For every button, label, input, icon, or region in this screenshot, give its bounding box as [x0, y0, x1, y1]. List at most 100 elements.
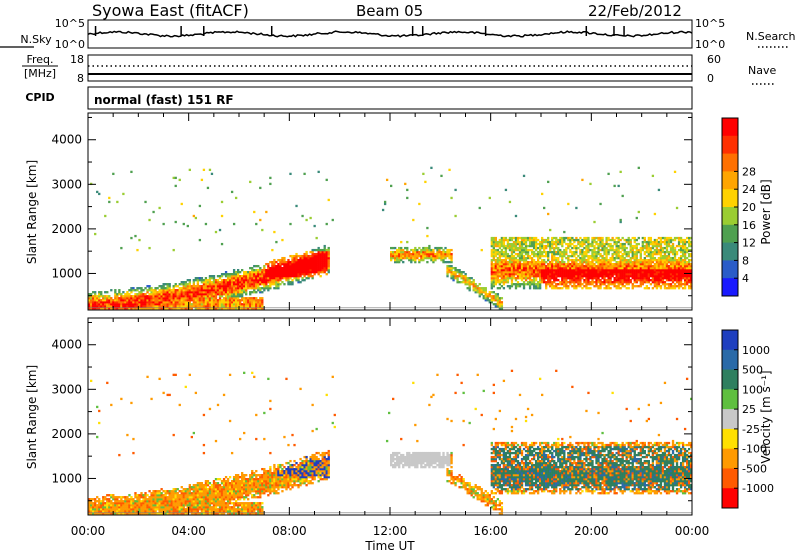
range-cell — [532, 283, 536, 286]
range-cell — [655, 258, 659, 262]
range-cell — [669, 277, 673, 280]
range-cell — [196, 486, 200, 489]
range-cell — [174, 498, 177, 501]
range-cell — [220, 283, 224, 286]
range-cell — [232, 301, 236, 304]
range-cell — [206, 293, 210, 296]
range-cell — [309, 260, 312, 264]
range-cell — [565, 262, 568, 266]
range-cell — [142, 506, 145, 509]
range-cell — [663, 254, 667, 258]
range-cell — [555, 262, 558, 266]
range-cell — [506, 277, 510, 280]
range-cell — [251, 275, 254, 278]
range-cell — [160, 510, 163, 513]
range-cell — [669, 271, 673, 274]
range-cell — [557, 264, 560, 268]
range-cell — [390, 250, 393, 254]
range-cell — [591, 264, 594, 268]
range-cell — [597, 242, 600, 246]
range-cell — [265, 283, 268, 286]
range-cell — [269, 275, 272, 278]
range-cell — [241, 279, 244, 282]
range-cell — [440, 246, 443, 250]
range-cell — [589, 244, 592, 248]
range-cell — [603, 256, 606, 260]
range-cell — [116, 307, 119, 310]
range-cell — [188, 299, 191, 302]
range-cell — [319, 256, 322, 260]
range-cell — [581, 242, 584, 246]
range-cell — [591, 242, 594, 246]
range-cell — [494, 303, 497, 306]
range-cell — [581, 269, 584, 272]
range-cell — [279, 258, 282, 262]
range-cell — [118, 453, 121, 457]
range-cell — [208, 407, 212, 411]
range-cell — [522, 277, 526, 280]
range-cell — [549, 248, 552, 252]
range-cell — [617, 236, 620, 240]
range-cell — [134, 502, 137, 505]
range-cell — [174, 492, 177, 495]
range-cell — [154, 502, 157, 505]
range-cell — [230, 299, 234, 302]
range-cell — [245, 275, 248, 278]
range-cell — [420, 256, 423, 260]
range-cell — [158, 502, 161, 505]
range-cell — [679, 271, 683, 274]
range-cell — [667, 254, 671, 258]
range-cell — [659, 285, 663, 288]
range-cell — [245, 271, 248, 274]
range-cell — [188, 486, 191, 489]
range-cell — [146, 510, 149, 513]
range-cell — [383, 200, 387, 204]
range-cell — [269, 281, 272, 284]
range-cell — [214, 297, 218, 300]
range-cell — [202, 508, 206, 511]
range-cell — [675, 252, 679, 256]
range-cell — [154, 295, 157, 298]
range-cell — [613, 256, 616, 260]
range-cell — [180, 490, 183, 493]
range-cell — [104, 214, 107, 218]
range-cell — [649, 246, 653, 250]
range-cell — [245, 287, 248, 290]
range-cell — [164, 291, 167, 294]
range-cell — [261, 277, 264, 280]
range-cell — [142, 500, 145, 503]
range-cell — [571, 236, 574, 240]
range-cell — [635, 256, 638, 260]
range-cell — [198, 498, 202, 501]
range-cell — [90, 502, 93, 505]
range-cell — [671, 285, 675, 288]
range-cell — [611, 254, 614, 258]
range-cell — [528, 236, 532, 240]
range-cell — [102, 500, 105, 503]
range-cell — [575, 262, 578, 266]
range-cell — [530, 266, 534, 270]
range-cell — [241, 299, 244, 302]
range-cell — [559, 283, 562, 286]
range-cell — [462, 279, 465, 282]
range-cell — [174, 176, 177, 180]
range-cell — [287, 273, 290, 276]
range-cell — [526, 238, 530, 242]
range-cell — [659, 242, 663, 246]
range-cell — [557, 266, 560, 270]
range-cell — [152, 291, 155, 294]
range-cell — [170, 301, 173, 304]
range-cell — [182, 504, 185, 507]
range-cell — [174, 307, 177, 310]
range-cell — [198, 289, 202, 292]
range-cell — [512, 258, 516, 262]
colorbar-swatch — [722, 207, 738, 226]
range-cell — [142, 496, 145, 499]
range-cell — [571, 266, 574, 270]
range-cell — [291, 281, 294, 284]
range-cell — [563, 236, 566, 240]
range-cell — [516, 269, 520, 272]
range-cell — [518, 254, 522, 258]
range-cell — [325, 178, 328, 182]
range-cell — [204, 494, 208, 497]
